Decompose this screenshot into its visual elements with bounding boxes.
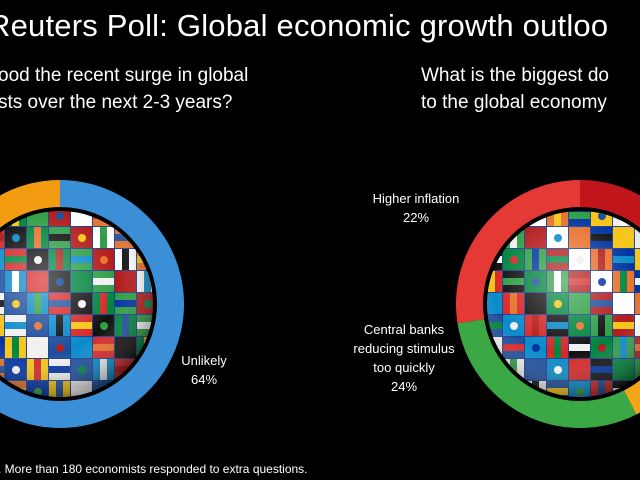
flag-globe-image-right — [487, 211, 640, 397]
donut-slice-left-1 — [0, 180, 60, 228]
right-question: What is the biggest do to the global eco… — [421, 62, 609, 116]
left-question-line-1: ood the recent surge in global — [0, 65, 249, 86]
left-question: ood the recent surge in global sts over … — [0, 62, 248, 116]
donut-slice-right-3 — [456, 180, 580, 324]
slice-labels: Unlikely 64% Higher inflation 22% Central ba… — [181, 191, 459, 394]
chart-title: Reuters Poll: Global economic growth out… — [0, 8, 609, 43]
donut-right — [456, 180, 640, 428]
flag-globe-image-left — [0, 211, 153, 397]
slice-label-left-0: Unlikely 64% — [181, 353, 227, 387]
slice-label-right-3: Higher inflation 22% — [373, 191, 460, 225]
slice-label-right-2: Central banks reducing stimulus too quickl… — [353, 322, 455, 394]
donut-left — [0, 180, 184, 428]
right-question-line-2: to the global economy — [421, 92, 607, 113]
donut-slice-right-0 — [580, 180, 640, 228]
right-question-line-1: What is the biggest do — [421, 65, 609, 86]
donut-slice-right-2 — [457, 319, 637, 428]
donut-slice-right-1 — [624, 380, 640, 415]
donut-slice-left-0 — [0, 180, 184, 428]
footnote: . More than 180 economists responded to … — [0, 462, 308, 476]
left-question-line-2: sts over the next 2-3 years? — [0, 92, 233, 113]
